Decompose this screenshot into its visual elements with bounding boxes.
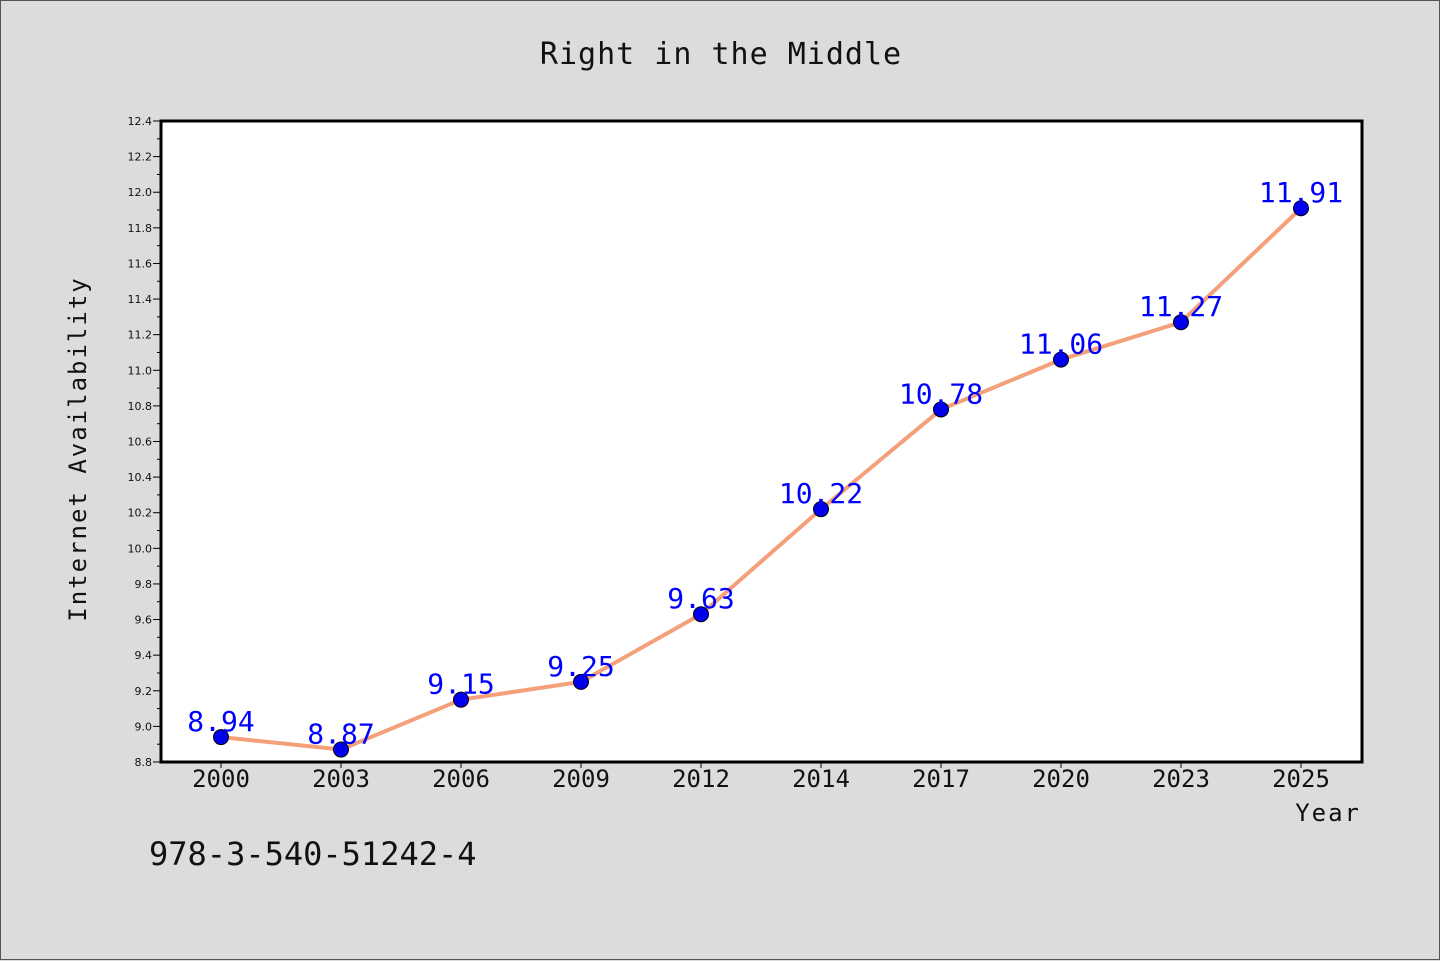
data-label: 11.27 [1139,290,1223,323]
data-label: 9.63 [667,582,734,615]
plot-frame [159,119,1364,764]
data-label: 9.15 [427,668,494,701]
x-tick-label: 2020 [1032,765,1090,793]
x-tick-label: 2017 [912,765,970,793]
data-point [453,691,469,708]
y-tick-label: 10.4 [128,471,153,484]
data-point [693,606,709,623]
data-point [813,501,829,518]
x-tick-label: 2023 [1152,765,1210,793]
x-tick-label: 2014 [792,765,850,793]
data-label: 10.78 [899,377,983,410]
x-tick-label: 2025 [1272,765,1330,793]
x-tick-label: 2000 [192,765,250,793]
data-label: 11.06 [1019,328,1103,361]
series-line [219,206,1303,752]
y-tick-label: 11.4 [128,293,153,306]
y-tick-label: 10.0 [128,542,153,555]
y-tick-label: 10.6 [128,436,153,449]
data-label: 9.25 [547,650,614,683]
series-layer: 8.94 8.87 9.15 9.25 9.63 10.22 10.78 11.06 11.27… [187,176,1343,758]
data-label: 8.87 [307,718,374,751]
data-point [1293,200,1309,217]
y-tick-label: 11.2 [128,329,153,342]
data-point [1053,351,1069,368]
y-tick-label: 11.6 [128,257,153,270]
x-tick-label: 2012 [672,765,730,793]
x-axis-label: Year [1295,799,1361,827]
x-axis: 2000 2003 2006 2009 2012 2014 2017 2020 2023 2025 [192,762,1330,793]
data-point [333,741,349,758]
y-tick-label: 9.2 [135,685,153,698]
data-point [213,729,229,746]
chart-title: Right in the Middle [540,37,902,72]
x-tick-label: 2009 [552,765,610,793]
y-tick-label: 10.8 [128,400,153,413]
y-tick-label: 11.8 [128,222,153,235]
y-tick-label: 9.4 [135,649,153,662]
data-label: 10.22 [779,477,863,510]
data-point [1173,314,1189,331]
data-label: 11.91 [1259,176,1343,209]
x-tick-label: 2003 [312,765,370,793]
x-tick-label: 2006 [432,765,490,793]
y-tick-label: 9.0 [135,720,153,733]
y-tick-label: 12.0 [128,186,153,199]
y-axis: 8.8 9.0 9.2 9.4 9.6 9.8 10.0 10.2 10.4 10.6 10.8 11… [128,115,161,769]
y-tick-label: 9.8 [135,578,153,591]
y-tick-label: 11.0 [128,364,153,377]
plot-area [161,121,1362,762]
data-point [573,673,589,690]
data-label: 8.94 [187,705,254,738]
y-tick-label: 9.6 [135,614,153,627]
y-axis-label: Internet Availability [64,276,92,621]
y-tick-label: 8.8 [135,756,153,769]
data-point [933,401,949,418]
y-tick-label: 10.2 [128,507,153,520]
y-tick-label: 12.2 [128,151,153,164]
y-tick-label: 12.4 [128,115,153,128]
isbn-annotation: 978-3-540-51242-4 [149,835,477,873]
